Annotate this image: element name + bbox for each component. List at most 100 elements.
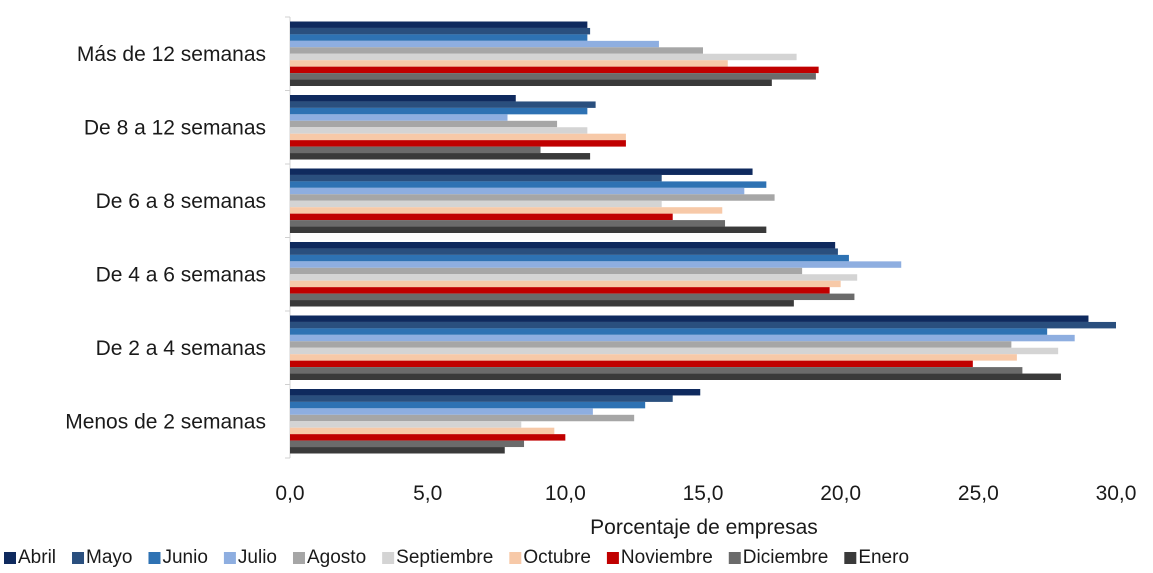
x-tick-label: 30,0 bbox=[1096, 482, 1137, 505]
legend-label: Agosto bbox=[307, 547, 366, 568]
bar bbox=[290, 261, 902, 268]
bar bbox=[290, 408, 593, 415]
bar bbox=[290, 153, 591, 160]
legend-label: Enero bbox=[858, 547, 909, 568]
bar bbox=[290, 373, 1061, 380]
x-axis-title: Porcentaje de empresas bbox=[590, 516, 818, 539]
legend-label: Noviembre bbox=[621, 547, 713, 568]
bar bbox=[290, 66, 819, 74]
bar bbox=[290, 328, 1048, 335]
bar bbox=[290, 280, 841, 288]
bar bbox=[290, 47, 703, 54]
bar bbox=[290, 360, 973, 368]
legend-label: Octubre bbox=[523, 547, 591, 568]
bar bbox=[290, 187, 745, 195]
legend-label: Abril bbox=[18, 547, 56, 568]
bar bbox=[290, 341, 1012, 348]
legend-swatch bbox=[148, 552, 161, 564]
bar bbox=[290, 101, 596, 108]
legend-label: Diciembre bbox=[743, 547, 829, 568]
bar bbox=[290, 347, 1059, 355]
category-label: De 2 a 4 semanas bbox=[96, 337, 266, 360]
legend-swatch bbox=[509, 552, 522, 564]
bar bbox=[290, 21, 588, 28]
bar bbox=[290, 401, 646, 409]
bar bbox=[290, 73, 816, 80]
bar bbox=[290, 95, 516, 102]
legend-swatch bbox=[4, 552, 16, 564]
legend-label: Septiembre bbox=[396, 547, 493, 568]
bar bbox=[290, 107, 588, 115]
bar bbox=[290, 174, 662, 182]
x-tick-label: 5,0 bbox=[413, 482, 442, 505]
bar bbox=[290, 207, 723, 214]
bar bbox=[290, 194, 775, 201]
x-tick-label: 20,0 bbox=[820, 482, 861, 505]
bar bbox=[290, 421, 522, 428]
bar bbox=[290, 274, 858, 281]
bar bbox=[290, 53, 797, 61]
bar bbox=[290, 267, 803, 275]
x-tick-label: 0,0 bbox=[275, 482, 304, 505]
bar bbox=[290, 168, 753, 175]
category-label: Menos de 2 semanas bbox=[65, 410, 266, 433]
bar bbox=[290, 293, 855, 301]
bar bbox=[290, 287, 830, 294]
bars-group bbox=[290, 21, 1116, 454]
bar bbox=[290, 354, 1017, 361]
x-tick-label: 10,0 bbox=[545, 482, 586, 505]
bar bbox=[290, 226, 767, 233]
bar bbox=[290, 34, 588, 41]
bar bbox=[290, 254, 849, 262]
bar bbox=[290, 440, 525, 448]
bar bbox=[290, 300, 794, 307]
x-tick-label: 25,0 bbox=[958, 482, 999, 505]
bar bbox=[290, 427, 555, 435]
bar bbox=[290, 140, 626, 147]
bar bbox=[290, 120, 558, 128]
y-axis-ticks bbox=[285, 16, 290, 459]
legend-swatch bbox=[223, 552, 236, 564]
category-labels: Más de 12 semanas De 8 a 12 semanas De 6 a… bbox=[65, 43, 266, 434]
legend: Abril Mayo Junio Julio Agosto Septiembre Octub… bbox=[4, 547, 909, 568]
bar bbox=[290, 321, 1116, 329]
category-label: De 4 a 6 semanas bbox=[96, 263, 266, 286]
bar bbox=[290, 367, 1023, 374]
bar bbox=[290, 242, 836, 249]
bar bbox=[290, 79, 772, 86]
bar bbox=[290, 334, 1075, 342]
bar bbox=[290, 40, 659, 48]
bar bbox=[290, 447, 505, 454]
legend-swatch bbox=[606, 552, 619, 564]
legend-label: Junio bbox=[162, 547, 207, 568]
bar bbox=[290, 315, 1089, 322]
bar bbox=[290, 133, 626, 141]
x-tick-labels: 0,0 5,0 10,0 15,0 20,0 25,0 30,0 bbox=[275, 482, 1136, 505]
legend-label: Julio bbox=[238, 547, 277, 568]
bar bbox=[290, 220, 726, 227]
bar bbox=[290, 60, 728, 67]
bar bbox=[290, 414, 635, 422]
legend-swatch bbox=[844, 552, 857, 564]
bar bbox=[290, 395, 673, 402]
bar bbox=[290, 114, 508, 121]
legend-label: Mayo bbox=[86, 547, 132, 568]
bar bbox=[290, 146, 541, 154]
bar bbox=[290, 389, 701, 396]
legend-swatch bbox=[728, 552, 741, 564]
bar bbox=[290, 434, 566, 441]
x-tick-label: 15,0 bbox=[683, 482, 724, 505]
bar bbox=[290, 127, 588, 134]
bar bbox=[290, 181, 767, 188]
category-label: De 8 a 12 semanas bbox=[84, 116, 266, 139]
bar bbox=[290, 200, 662, 208]
legend-swatch bbox=[72, 552, 85, 564]
bar bbox=[290, 27, 591, 35]
category-label: De 6 a 8 semanas bbox=[96, 190, 266, 213]
category-label: Más de 12 semanas bbox=[77, 43, 266, 66]
bar bbox=[290, 213, 673, 221]
bar bbox=[290, 248, 838, 255]
legend-swatch bbox=[382, 552, 395, 564]
legend-swatch bbox=[292, 552, 305, 564]
